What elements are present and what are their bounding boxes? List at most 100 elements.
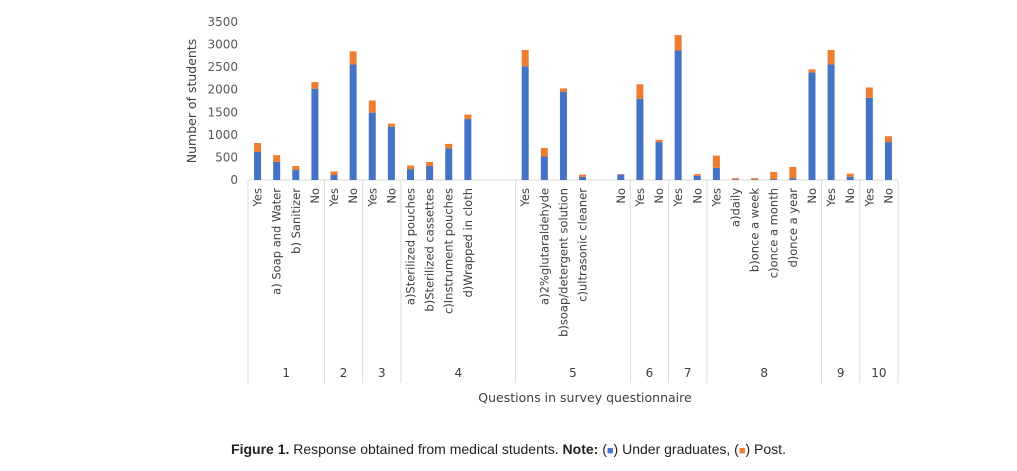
group-label: 3: [378, 366, 386, 380]
bar-post: [330, 171, 338, 176]
category-label: No: [652, 188, 666, 204]
bar-post: [445, 143, 453, 149]
category-label: d)once a year: [786, 188, 800, 268]
group-label: 1: [282, 366, 290, 380]
bar-post: [521, 49, 529, 67]
undergrad-swatch-icon: ■: [606, 445, 614, 457]
y-tick-label: 2500: [207, 60, 238, 74]
bar-post: [540, 147, 548, 157]
category-label: b)Sterilized cassettes: [423, 188, 437, 312]
caption-mid: ) Under graduates, (: [613, 441, 739, 457]
category-label: Yes: [862, 188, 876, 208]
bar-post: [292, 166, 300, 171]
bar-undergraduates: [464, 119, 472, 180]
category-label: b) Sanitizer: [289, 188, 303, 254]
group-label: 10: [871, 366, 886, 380]
category-label: Yes: [518, 188, 532, 208]
category-label: a)daily: [729, 188, 743, 227]
bar-undergraduates: [559, 91, 567, 180]
bar-post: [387, 123, 395, 127]
bar-post: [636, 84, 644, 99]
stacked-bar-chart: 0 500 1000 1500 2000 2500 3000 3500 Yes a) Soap …: [184, 15, 899, 405]
bar-post: [273, 155, 281, 162]
bar-undergraduates: [846, 176, 854, 180]
category-label: Yes: [365, 188, 379, 208]
category-label: c)once a month: [767, 188, 781, 278]
bar-post: [789, 166, 797, 179]
bar-undergraduates: [387, 126, 395, 180]
x-axis-title: Questions in survey questionnaire: [478, 390, 692, 405]
bar-undergraduates: [407, 169, 414, 180]
bar-undergraduates: [311, 88, 319, 180]
group-axis: 1 2 3 4 5 6 7 8 9 10: [247, 181, 899, 383]
bar-undergraduates: [445, 148, 453, 180]
category-label: No: [614, 188, 628, 204]
bar-undergraduates: [368, 112, 376, 180]
group-label: 7: [684, 366, 692, 380]
bar-undergraduates: [636, 98, 644, 180]
bar-post: [865, 87, 873, 98]
caption-end: ) Post.: [745, 441, 786, 457]
bar-undergraduates: [254, 152, 262, 180]
bar-post: [770, 171, 778, 180]
category-label: No: [881, 188, 895, 204]
category-label: b)soap/detergent solution: [556, 188, 570, 337]
bar-post: [712, 155, 720, 168]
bar-undergraduates: [712, 167, 720, 180]
bar-undergraduates: [426, 166, 434, 180]
y-tick-label: 0: [230, 173, 238, 187]
category-labels: Yes a) Soap and Water b) Sanitizer No Yes No Y…: [251, 188, 896, 337]
category-label: No: [346, 188, 360, 204]
group-label: 2: [340, 366, 348, 380]
y-tick-label: 500: [215, 150, 238, 164]
caption-open: (: [598, 441, 607, 457]
group-label: 9: [837, 366, 845, 380]
group-label: 6: [646, 366, 654, 380]
category-label: a) Soap and Water: [270, 188, 284, 295]
bar-undergraduates: [349, 64, 357, 180]
bar-undergraduates: [693, 175, 701, 180]
caption-note-label: Note:: [562, 441, 599, 457]
category-label: b)once a week: [748, 188, 762, 272]
category-label: Yes: [709, 188, 723, 208]
bar-undergraduates: [617, 174, 625, 180]
bar-undergraduates: [540, 156, 548, 180]
bar-post: [884, 136, 892, 143]
y-tick-label: 3000: [207, 38, 238, 52]
group-label: 4: [454, 366, 462, 380]
bar-post: [368, 100, 376, 113]
bar-undergraduates: [521, 66, 529, 180]
category-label: Yes: [671, 188, 685, 208]
bar-undergraduates: [865, 97, 873, 180]
group-label: 8: [760, 366, 768, 380]
category-label: a)Sterilized pouches: [404, 188, 418, 305]
bar-post: [559, 88, 567, 92]
category-label: d)Wrapped in cloth: [461, 188, 475, 298]
category-label: No: [843, 188, 857, 204]
category-label: No: [805, 188, 819, 204]
y-axis-title: Number of students: [184, 39, 199, 164]
bar-post: [827, 49, 835, 65]
bar-undergraduates: [655, 142, 663, 180]
bar-post: [464, 114, 472, 120]
y-tick-label: 1000: [207, 128, 238, 142]
y-tick-label: 1500: [207, 105, 238, 119]
caption-prefix: Figure 1.: [231, 441, 290, 457]
bar-post: [808, 69, 816, 73]
bar-post: [674, 35, 682, 51]
group-label: 5: [569, 366, 577, 380]
category-label: Yes: [824, 188, 838, 208]
bar-undergraduates: [827, 64, 835, 180]
category-label: No: [308, 188, 322, 204]
bar-undergraduates: [579, 176, 587, 180]
bar-undergraduates: [273, 161, 281, 180]
bar-post: [579, 174, 587, 177]
bar-post: [846, 173, 854, 177]
caption-text: Response obtained from medical students.: [289, 441, 563, 457]
bar-post: [254, 142, 262, 153]
y-tick-label: 2000: [207, 83, 238, 97]
bar-post: [693, 174, 701, 176]
bar-post: [426, 161, 434, 167]
bar-undergraduates: [292, 170, 300, 180]
bar-undergraduates: [808, 72, 816, 180]
